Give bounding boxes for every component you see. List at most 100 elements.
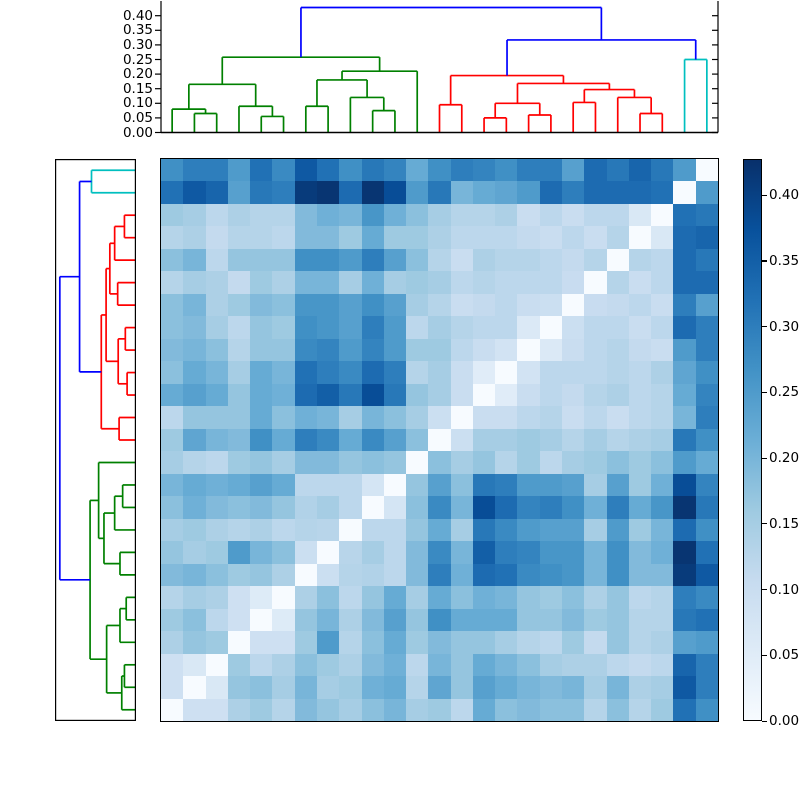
heatmap-cell <box>673 316 696 339</box>
heatmap-cell <box>406 608 429 632</box>
heatmap-cell <box>250 676 273 699</box>
heatmap-cell <box>183 293 206 317</box>
heatmap-cell <box>294 226 317 249</box>
heatmap-cell <box>316 248 340 272</box>
heatmap-cell <box>495 428 518 452</box>
heatmap-cell <box>562 226 585 249</box>
heatmap-cell <box>450 316 473 339</box>
heatmap-cell <box>628 338 652 362</box>
heatmap-cell <box>339 203 362 227</box>
heatmap-cell <box>383 451 407 474</box>
heatmap-cell <box>584 248 607 272</box>
heatmap-cell <box>562 428 585 452</box>
heatmap-cell <box>606 226 629 249</box>
heatmap-cell <box>272 631 295 654</box>
heatmap-cell <box>183 226 206 249</box>
heatmap-cell <box>584 698 607 721</box>
heatmap-cell <box>539 586 563 609</box>
heatmap-cell <box>673 226 696 249</box>
heatmap-cell <box>161 541 184 564</box>
heatmap-cell <box>562 406 585 429</box>
heatmap-cell <box>472 293 496 317</box>
heatmap-cell <box>584 653 607 677</box>
heatmap-cell <box>495 698 518 721</box>
heatmap-cell <box>539 631 563 654</box>
heatmap-cell <box>472 316 496 339</box>
heatmap-cell <box>584 631 607 654</box>
heatmap-cell <box>205 406 228 429</box>
heatmap-cell <box>383 518 407 542</box>
heatmap-cell <box>606 316 629 339</box>
heatmap-cell <box>606 698 629 721</box>
heatmap-cell <box>628 428 652 452</box>
heatmap-cell <box>361 338 384 362</box>
heatmap-cell <box>339 451 362 474</box>
heatmap-cell <box>517 159 540 182</box>
heatmap-cell <box>673 451 696 474</box>
heatmap-cell <box>294 698 317 721</box>
heatmap-cell <box>272 383 295 407</box>
heatmap-cell <box>472 698 496 721</box>
heatmap-cell <box>161 473 184 497</box>
heatmap-cell <box>651 383 674 407</box>
heatmap-cell <box>472 338 496 362</box>
heatmap-cell <box>628 226 652 249</box>
heatmap-cell <box>161 496 184 519</box>
heatmap-cell <box>539 518 563 542</box>
heatmap-cell <box>227 226 251 249</box>
heatmap-cell <box>651 496 674 519</box>
heatmap-cell <box>562 541 585 564</box>
heatmap-cell <box>562 451 585 474</box>
heatmap-cell <box>472 563 496 587</box>
heatmap-cell <box>472 653 496 677</box>
heatmap-cell <box>450 653 473 677</box>
heatmap-cell <box>227 383 251 407</box>
heatmap-cell <box>383 586 407 609</box>
heatmap-cell <box>361 676 384 699</box>
heatmap-cell <box>161 293 184 317</box>
heatmap-cell <box>472 676 496 699</box>
heatmap-cell <box>361 451 384 474</box>
heatmap-cell <box>628 248 652 272</box>
heatmap-cell <box>205 563 228 587</box>
heatmap-cell <box>183 338 206 362</box>
heatmap-cell <box>339 361 362 384</box>
heatmap-cell <box>339 159 362 182</box>
heatmap-cell <box>651 473 674 497</box>
heatmap-cell <box>383 361 407 384</box>
heatmap-cell <box>517 181 540 204</box>
heatmap-cell <box>651 428 674 452</box>
heatmap-cell <box>495 608 518 632</box>
heatmap-cell <box>472 159 496 182</box>
heatmap-cell <box>495 271 518 294</box>
heatmap-cell <box>539 473 563 497</box>
heatmap-cell <box>161 203 184 227</box>
heatmap-cell <box>517 293 540 317</box>
heatmap-cell <box>651 631 674 654</box>
heatmap-cell <box>361 496 384 519</box>
colorbar-tick <box>762 194 767 196</box>
colorbar-tick <box>762 260 767 262</box>
heatmap-cell <box>450 361 473 384</box>
heatmap-cell <box>227 271 251 294</box>
heatmap-cell <box>517 338 540 362</box>
heatmap-cell <box>651 361 674 384</box>
colorbar-tick-label: 0.25 <box>769 384 800 401</box>
heatmap-cell <box>428 676 451 699</box>
heatmap-cell <box>584 586 607 609</box>
heatmap-cell <box>227 608 251 632</box>
heatmap-cell <box>517 608 540 632</box>
colorbar-tick-label: 0.10 <box>769 581 800 598</box>
heatmap-cell <box>316 451 340 474</box>
heatmap-cell <box>673 631 696 654</box>
heatmap-cell <box>250 698 273 721</box>
heatmap-cell <box>272 248 295 272</box>
heatmap-cell <box>205 608 228 632</box>
heatmap-cell <box>695 451 718 474</box>
heatmap-cell <box>339 608 362 632</box>
heatmap-cell <box>517 428 540 452</box>
heatmap-cell <box>205 698 228 721</box>
heatmap-cell <box>316 361 340 384</box>
heatmap-cell <box>406 203 429 227</box>
heatmap-cell <box>272 203 295 227</box>
